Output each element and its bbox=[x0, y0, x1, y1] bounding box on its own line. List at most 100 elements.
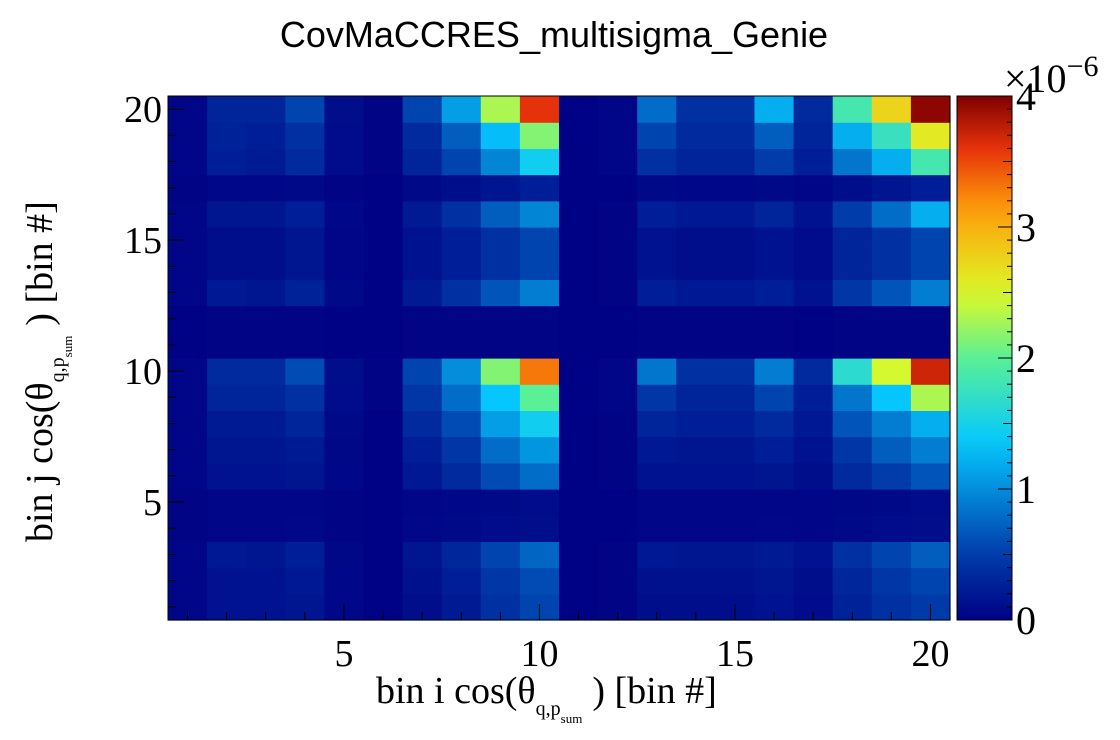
heatmap-cell bbox=[207, 489, 247, 516]
heatmap-cell bbox=[637, 279, 677, 307]
heatmap-cell bbox=[285, 436, 325, 464]
heatmap-cell bbox=[676, 331, 716, 359]
heatmap-cell bbox=[246, 462, 286, 490]
heatmap-cell bbox=[598, 331, 638, 359]
heatmap-cell bbox=[363, 174, 404, 202]
heatmap-cell bbox=[598, 96, 638, 123]
heatmap-cell bbox=[480, 436, 521, 464]
heatmap-cell bbox=[598, 567, 638, 595]
heatmap-cell bbox=[441, 410, 482, 438]
heatmap-cell bbox=[246, 331, 286, 359]
heatmap-cell bbox=[519, 489, 560, 516]
heatmap-cell bbox=[910, 410, 951, 438]
heatmap-cell bbox=[363, 384, 404, 411]
heatmap-cell bbox=[402, 148, 443, 176]
heatmap-cell bbox=[559, 384, 599, 411]
heatmap-cell bbox=[363, 200, 404, 228]
heatmap-cell bbox=[324, 305, 365, 333]
heatmap-cell bbox=[910, 567, 951, 595]
heatmap-cell bbox=[559, 122, 599, 149]
heatmap-cell bbox=[246, 436, 286, 464]
heatmap-cell bbox=[910, 331, 951, 359]
colorbar-exponent: ×10−6 bbox=[1004, 50, 1098, 101]
heatmap-cell bbox=[402, 410, 443, 438]
heatmap-cell bbox=[519, 567, 560, 595]
heatmap-cell bbox=[519, 541, 560, 569]
heatmap-cell bbox=[871, 358, 912, 385]
heatmap-cell bbox=[832, 410, 873, 438]
heatmap-cell bbox=[441, 279, 482, 307]
heatmap-cell bbox=[598, 200, 638, 228]
heatmap-cell bbox=[480, 410, 521, 438]
heatmap-cell bbox=[910, 462, 951, 490]
heatmap-cell bbox=[363, 96, 404, 123]
heatmap-cell bbox=[637, 384, 677, 411]
heatmap-cell bbox=[559, 541, 599, 569]
heatmap-cell bbox=[363, 541, 404, 569]
heatmap-cell bbox=[559, 462, 599, 490]
heatmap-cell bbox=[598, 410, 638, 438]
heatmap-cell bbox=[285, 331, 325, 359]
heatmap-cell bbox=[637, 567, 677, 595]
heatmap-cell bbox=[480, 384, 521, 411]
heatmap-cell bbox=[871, 541, 912, 569]
heatmap-cell bbox=[910, 305, 951, 333]
heatmap-cell bbox=[559, 331, 599, 359]
heatmap-cell bbox=[559, 436, 599, 464]
heatmap-cell bbox=[207, 174, 247, 202]
heatmap-cell bbox=[519, 384, 560, 411]
heatmap-cell bbox=[559, 253, 599, 280]
heatmap-cell bbox=[559, 174, 599, 202]
heatmap-cell bbox=[441, 200, 482, 228]
heatmap-cell bbox=[793, 200, 834, 228]
heatmap-cell bbox=[480, 567, 521, 595]
heatmap-cell bbox=[910, 227, 951, 254]
heatmap-cell bbox=[246, 541, 286, 569]
colorbar-tick-label: 2 bbox=[1016, 336, 1036, 381]
x-axis-title-pre: bin i cos(θ bbox=[376, 670, 536, 712]
heatmap-cell bbox=[598, 436, 638, 464]
heatmap-cell bbox=[754, 384, 795, 411]
heatmap-cell bbox=[832, 200, 873, 228]
heatmap-cell bbox=[207, 541, 247, 569]
heatmap-cell bbox=[676, 358, 716, 385]
heatmap-cell bbox=[324, 515, 365, 542]
heatmap-cell bbox=[676, 200, 716, 228]
heatmap-cell bbox=[441, 148, 482, 176]
heatmap-cell bbox=[832, 148, 873, 176]
heatmap-cell bbox=[871, 96, 912, 123]
heatmap-cell bbox=[754, 253, 795, 280]
heatmap-cell bbox=[363, 489, 404, 516]
heatmap-cell bbox=[324, 148, 365, 176]
heatmap-cell bbox=[559, 515, 599, 542]
heatmap-cell bbox=[637, 436, 677, 464]
heatmap-cell bbox=[910, 96, 951, 123]
heatmap-cell bbox=[285, 410, 325, 438]
heatmap-cell bbox=[402, 279, 443, 307]
y-axis-title-subsub: sum bbox=[60, 336, 75, 358]
heatmap-cell bbox=[910, 174, 951, 202]
heatmap-cell bbox=[480, 253, 521, 280]
heatmap-cell bbox=[285, 462, 325, 490]
heatmap-cell bbox=[871, 227, 912, 254]
heatmap-cell bbox=[324, 436, 365, 464]
heatmap-cell bbox=[715, 541, 756, 569]
heatmap-cell bbox=[676, 148, 716, 176]
heatmap-cell bbox=[676, 384, 716, 411]
heatmap-cell bbox=[519, 279, 560, 307]
x-axis: 5 10 15 20 bbox=[187, 604, 949, 675]
heatmap-cell bbox=[910, 358, 951, 385]
heatmap-cell bbox=[559, 200, 599, 228]
heatmap-cell bbox=[754, 515, 795, 542]
heatmap-cell bbox=[715, 489, 756, 516]
heatmap-cell bbox=[363, 305, 404, 333]
heatmap-cell bbox=[324, 227, 365, 254]
heatmap-cell bbox=[910, 148, 951, 176]
heatmap-cell bbox=[363, 122, 404, 149]
heatmap-cell bbox=[246, 253, 286, 280]
heatmap-cell bbox=[793, 331, 834, 359]
heatmap-cell bbox=[402, 174, 443, 202]
heatmap-cell bbox=[285, 200, 325, 228]
heatmap-cell bbox=[519, 96, 560, 123]
